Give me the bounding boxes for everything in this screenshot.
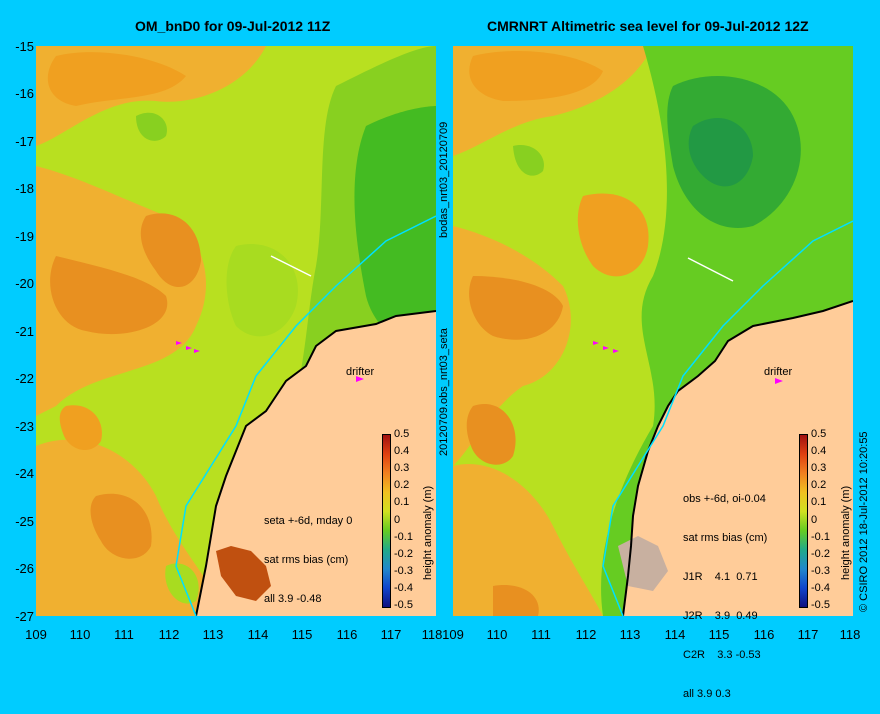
x-tick: 112 — [575, 627, 597, 642]
x-tick: 117 — [380, 627, 402, 642]
colorbar-tick: 0.3 — [811, 462, 827, 474]
colorbar-title: height anomaly (m) — [840, 485, 852, 580]
colorbar-tick: -0.2 — [811, 548, 830, 560]
annotation-line: all 3.9 0.3 — [683, 688, 731, 700]
left-map-title: OM_bnD0 for 09-Jul-2012 11Z — [135, 18, 331, 34]
left-annotation: seta +-6d, mday 0 sat rms bias (cm) all … — [264, 489, 352, 619]
colorbar-tick: 0.1 — [811, 496, 827, 508]
colorbar-title: height anomaly (m) — [422, 485, 434, 580]
annotation-line: sat rms bias (cm) — [264, 554, 349, 566]
left-map-panel[interactable] — [36, 46, 436, 616]
y-tick: -21 — [15, 324, 34, 339]
credit-text: © CSIRO 2012 18-Jul-2012 10:20:55 — [858, 431, 870, 612]
x-tick: 113 — [619, 627, 641, 642]
x-tick: 110 — [486, 627, 508, 642]
y-tick: -23 — [15, 419, 34, 434]
colorbar-gradient — [799, 434, 808, 608]
x-tick: 118 — [839, 627, 861, 642]
x-tick: 117 — [797, 627, 819, 642]
annotation-line: J1R 4.1 0.71 — [683, 571, 758, 583]
colorbar-tick: 0.4 — [394, 445, 410, 457]
x-tick: 116 — [336, 627, 358, 642]
annotation-line: obs +-6d, oi-0.04 — [683, 493, 766, 505]
file-label-top: bodas_nrt03_20120709 — [438, 121, 450, 238]
annotation-line: J2R 3.9 0.49 — [683, 610, 758, 622]
x-tick: 118 — [421, 627, 443, 642]
x-tick: 114 — [664, 627, 686, 642]
colorbar-tick: -0.4 — [811, 582, 830, 594]
x-tick: 109 — [442, 627, 464, 642]
y-tick: -15 — [15, 39, 34, 54]
annotation-line: C2R 3.3 -0.53 — [683, 649, 761, 661]
colorbar-tick: -0.1 — [394, 531, 413, 543]
x-tick: 111 — [531, 627, 551, 642]
colorbar-tick: -0.5 — [394, 599, 413, 611]
x-tick: 115 — [708, 627, 730, 642]
colorbar-tick: -0.2 — [394, 548, 413, 560]
x-tick: 110 — [69, 627, 91, 642]
y-tick: -20 — [15, 276, 34, 291]
colorbar-tick: -0.4 — [394, 582, 413, 594]
x-tick: 116 — [753, 627, 775, 642]
annotation-line: sat rms bias (cm) — [683, 532, 768, 544]
x-tick: 113 — [202, 627, 224, 642]
colorbar-tick: 0.5 — [394, 428, 410, 440]
x-tick: 109 — [25, 627, 47, 642]
x-tick: 112 — [158, 627, 180, 642]
x-tick: 115 — [291, 627, 313, 642]
y-tick: -24 — [15, 466, 34, 481]
annotation-line: all 3.9 -0.48 — [264, 593, 322, 605]
right-annotation: obs +-6d, oi-0.04 sat rms bias (cm) J1R … — [683, 467, 767, 714]
colorbar-tick: -0.5 — [811, 599, 830, 611]
annotation-line: seta +-6d, mday 0 — [264, 515, 353, 527]
drifter-label-left: drifter — [346, 366, 375, 378]
colorbar-tick: 0.3 — [394, 462, 410, 474]
x-tick: 111 — [114, 627, 134, 642]
y-tick: -16 — [15, 86, 34, 101]
y-tick: -22 — [15, 371, 34, 386]
colorbar-tick: 0 — [394, 514, 401, 526]
colorbar-tick: 0.2 — [811, 479, 827, 491]
y-tick: -19 — [15, 229, 34, 244]
drifter-label-right: drifter — [764, 366, 793, 378]
y-tick: -18 — [15, 181, 34, 196]
colorbar-tick: -0.3 — [394, 565, 413, 577]
y-tick: -17 — [15, 134, 34, 149]
x-tick: 114 — [247, 627, 269, 642]
file-label-bottom: 20120709.obs_nrt03_seta — [438, 328, 450, 456]
right-map-title: CMRNRT Altimetric sea level for 09-Jul-2… — [487, 18, 809, 34]
colorbar-tick: 0.5 — [811, 428, 827, 440]
y-tick: -26 — [15, 561, 34, 576]
colorbar-gradient — [382, 434, 391, 608]
colorbar-tick: -0.3 — [811, 565, 830, 577]
colorbar-tick: 0 — [811, 514, 818, 526]
colorbar-tick: 0.1 — [394, 496, 410, 508]
colorbar-tick: 0.2 — [394, 479, 410, 491]
right-map-panel[interactable] — [453, 46, 853, 616]
y-tick: -25 — [15, 514, 34, 529]
y-tick: -27 — [15, 609, 34, 624]
left-map-canvas — [36, 46, 436, 616]
colorbar-tick: -0.1 — [811, 531, 830, 543]
right-map-canvas — [453, 46, 853, 616]
colorbar-tick: 0.4 — [811, 445, 827, 457]
